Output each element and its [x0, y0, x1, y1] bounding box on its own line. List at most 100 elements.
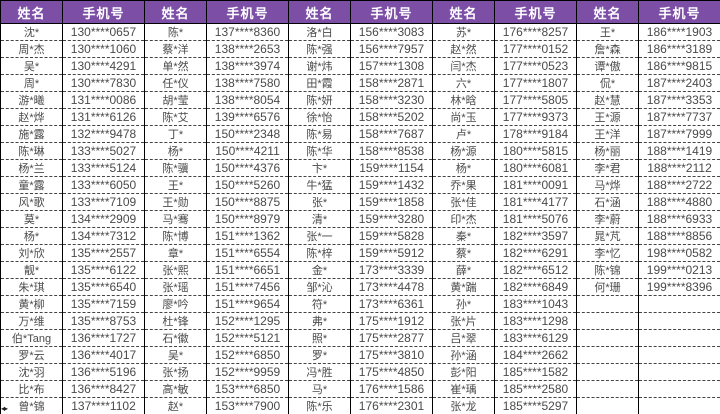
phone-cell[interactable] [638, 295, 720, 313]
phone-cell[interactable] [638, 397, 720, 414]
phone-cell[interactable]: 188****1419 [638, 142, 720, 160]
phone-cell[interactable]: 181****4177 [494, 193, 577, 211]
scroll-left-icon[interactable]: ◂ [1, 404, 5, 413]
name-cell[interactable]: 丁* [144, 125, 207, 143]
name-cell[interactable]: 冯*胜 [288, 363, 351, 381]
phone-cell[interactable]: 137****8360 [206, 23, 289, 41]
name-cell[interactable]: 谭*傲 [576, 57, 639, 75]
name-cell[interactable]: 赵* [144, 397, 207, 414]
name-cell[interactable] [576, 346, 639, 364]
name-cell[interactable]: 何*珊 [576, 278, 639, 296]
name-cell[interactable]: 印*杰 [432, 210, 495, 228]
name-cell[interactable]: 廖*吟 [144, 295, 207, 313]
phone-cell[interactable]: 130****4291 [62, 57, 145, 75]
name-cell[interactable]: 林*晗 [432, 91, 495, 109]
name-cell[interactable]: 李*蔚 [576, 210, 639, 228]
phone-cell[interactable]: 134****7312 [62, 227, 145, 245]
phone-cell[interactable]: 185****2580 [494, 380, 577, 398]
phone-cell[interactable]: 159****5828 [350, 227, 433, 245]
phone-cell[interactable]: 150****4376 [206, 159, 289, 177]
phone-cell[interactable]: 133****7109 [62, 193, 145, 211]
phone-cell[interactable]: 136****8427 [62, 380, 145, 398]
name-cell[interactable]: 石*徽 [144, 329, 207, 347]
phone-cell[interactable]: 187****3353 [638, 91, 720, 109]
name-cell[interactable]: 陈*锦 [576, 261, 639, 279]
name-cell[interactable]: 赵*然 [432, 40, 495, 58]
phone-cell[interactable]: 150****8875 [206, 193, 289, 211]
name-cell[interactable]: 吴* [0, 57, 63, 75]
name-cell[interactable]: 万*维 [0, 312, 63, 330]
name-cell[interactable]: 李*忆 [576, 244, 639, 262]
name-cell[interactable]: 崔*瑀 [432, 380, 495, 398]
name-cell[interactable]: 卞* [288, 159, 351, 177]
name-cell[interactable]: 侃* [576, 74, 639, 92]
name-cell[interactable]: 陈*华 [288, 142, 351, 160]
name-cell[interactable]: 风*歌 [0, 193, 63, 211]
phone-cell[interactable]: 158****2871 [350, 74, 433, 92]
phone-cell[interactable]: 152****6850 [206, 346, 289, 364]
name-cell[interactable]: 卢* [432, 125, 495, 143]
name-cell[interactable]: 徐*怡 [288, 108, 351, 126]
header-phone-col-1[interactable]: 手机号 [62, 0, 145, 24]
name-cell[interactable]: 孙*涵 [432, 346, 495, 364]
phone-cell[interactable]: 188****4880 [638, 193, 720, 211]
name-cell[interactable]: 陈*艾 [144, 108, 207, 126]
phone-cell[interactable]: 183****1298 [494, 312, 577, 330]
phone-cell[interactable]: 133****5027 [62, 142, 145, 160]
name-cell[interactable]: 陈*妍 [288, 91, 351, 109]
phone-cell[interactable]: 138****2653 [206, 40, 289, 58]
phone-cell[interactable]: 159****1432 [350, 176, 433, 194]
phone-cell[interactable]: 131****0086 [62, 91, 145, 109]
phone-cell[interactable]: 150****5260 [206, 176, 289, 194]
name-cell[interactable]: 莫* [0, 210, 63, 228]
name-cell[interactable]: 陈*梓 [288, 244, 351, 262]
header-name-col-5[interactable]: 姓名 [576, 0, 639, 24]
phone-cell[interactable]: 182****6849 [494, 278, 577, 296]
phone-cell[interactable]: 159****5912 [350, 244, 433, 262]
name-cell[interactable]: 张*熙 [144, 261, 207, 279]
phone-cell[interactable]: 150****8979 [206, 210, 289, 228]
phone-cell[interactable]: 188****6933 [638, 210, 720, 228]
header-name-col-2[interactable]: 姓名 [144, 0, 207, 24]
name-cell[interactable]: 杨*源 [432, 142, 495, 160]
phone-cell[interactable]: 151****6651 [206, 261, 289, 279]
phone-cell[interactable]: 180****5815 [494, 142, 577, 160]
name-cell[interactable]: 单*然 [144, 57, 207, 75]
phone-cell[interactable]: 151****6554 [206, 244, 289, 262]
phone-cell[interactable]: 173****4478 [350, 278, 433, 296]
header-phone-col-2[interactable]: 手机号 [206, 0, 289, 24]
name-cell[interactable]: 秦* [432, 227, 495, 245]
phone-cell[interactable]: 151****1362 [206, 227, 289, 245]
header-name-col-3[interactable]: 姓名 [288, 0, 351, 24]
name-cell[interactable]: 靓* [0, 261, 63, 279]
name-cell[interactable]: 杜*锋 [144, 312, 207, 330]
phone-cell[interactable]: 185****1582 [494, 363, 577, 381]
name-cell[interactable]: 邹*沁 [288, 278, 351, 296]
name-cell[interactable]: 赵*慧 [576, 91, 639, 109]
phone-cell[interactable]: 135****6540 [62, 278, 145, 296]
phone-cell[interactable]: 186****1903 [638, 23, 720, 41]
phone-cell[interactable] [638, 346, 720, 364]
phone-cell[interactable]: 152****1295 [206, 312, 289, 330]
phone-cell[interactable]: 158****3230 [350, 91, 433, 109]
phone-cell[interactable]: 178****9184 [494, 125, 577, 143]
phone-cell[interactable]: 198****0582 [638, 244, 720, 262]
name-cell[interactable]: 吴* [144, 346, 207, 364]
phone-cell[interactable]: 130****1060 [62, 40, 145, 58]
phone-cell[interactable]: 156****3083 [350, 23, 433, 41]
phone-cell[interactable]: 130****0657 [62, 23, 145, 41]
name-cell[interactable]: 马* [288, 380, 351, 398]
phone-cell[interactable]: 139****6576 [206, 108, 289, 126]
phone-cell[interactable]: 187****2403 [638, 74, 720, 92]
phone-cell[interactable]: 183****6129 [494, 329, 577, 347]
phone-cell[interactable]: 173****3339 [350, 261, 433, 279]
name-cell[interactable]: 黄*柳 [0, 295, 63, 313]
phone-cell[interactable] [638, 312, 720, 330]
phone-cell[interactable]: 134****2909 [62, 210, 145, 228]
phone-cell[interactable]: 173****6361 [350, 295, 433, 313]
name-cell[interactable]: 洛*白 [288, 23, 351, 41]
header-phone-col-5[interactable]: 手机号 [638, 0, 720, 24]
name-cell[interactable]: 张*一 [288, 227, 351, 245]
name-cell[interactable]: 罗* [288, 346, 351, 364]
phone-cell[interactable]: 158****5202 [350, 108, 433, 126]
